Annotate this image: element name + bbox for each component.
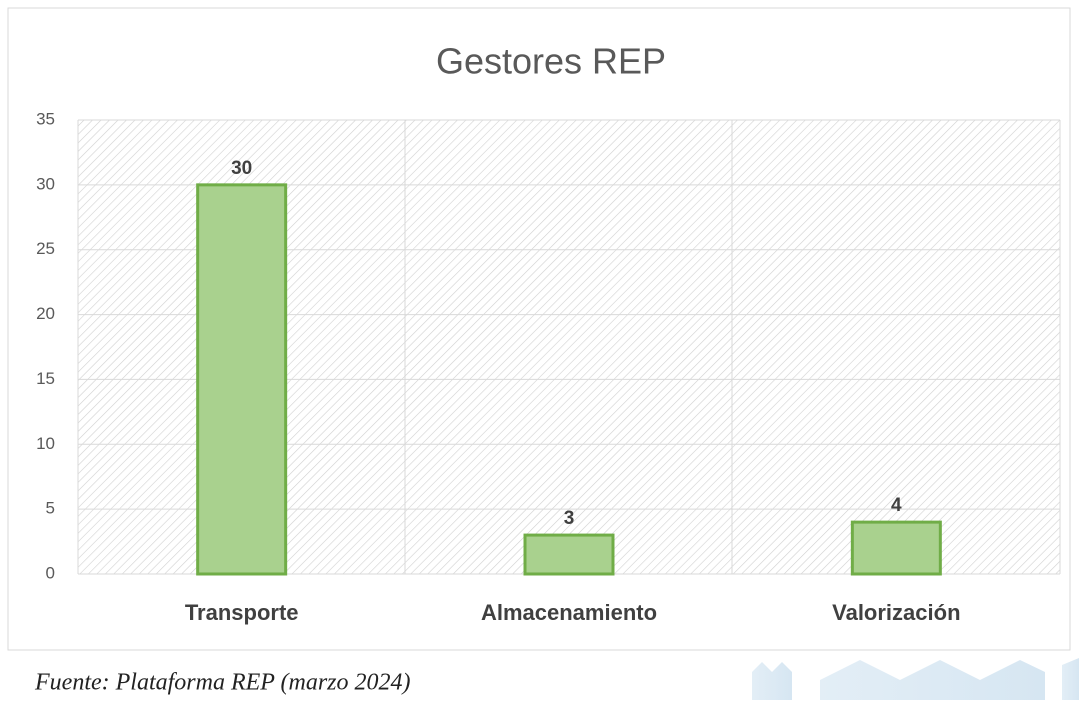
y-tick-label: 30 — [36, 174, 55, 193]
y-tick-label: 25 — [36, 239, 55, 258]
data-label: 4 — [891, 495, 902, 516]
x-tick-label: Almacenamiento — [481, 600, 657, 625]
y-tick-label: 35 — [36, 109, 55, 128]
data-label: 30 — [231, 158, 252, 179]
y-tick-label: 20 — [36, 304, 55, 323]
bar — [523, 533, 615, 576]
caption: Fuente: Plataforma REP (marzo 2024) — [34, 670, 411, 696]
decoration — [752, 658, 1079, 700]
data-label: 3 — [564, 508, 575, 529]
bar — [196, 183, 288, 576]
x-tick-label: Valorización — [832, 600, 960, 625]
y-tick-label: 5 — [46, 499, 55, 518]
y-tick-label: 10 — [36, 434, 55, 453]
x-tick-label: Transporte — [185, 600, 299, 625]
y-tick-label: 15 — [36, 369, 55, 388]
chart-title: Gestores REP — [436, 41, 666, 82]
y-tick-label: 0 — [46, 563, 55, 582]
bar — [850, 520, 942, 576]
